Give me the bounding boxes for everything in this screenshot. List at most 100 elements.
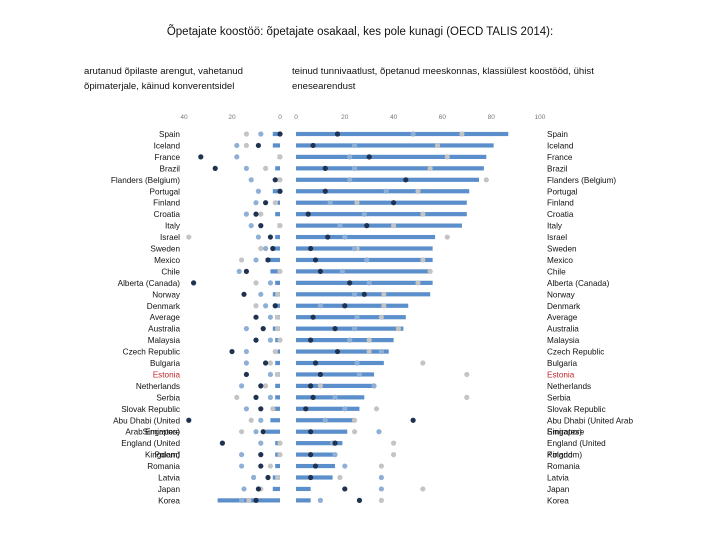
left-category-label: Singapore: [143, 428, 181, 437]
right-dot: [395, 326, 402, 332]
right-dot: [317, 371, 323, 378]
left-category-label: Finland: [153, 199, 180, 208]
left-dot: [267, 371, 273, 378]
right-dot: [334, 348, 341, 355]
left-dot: [258, 211, 264, 217]
left-dot: [277, 268, 283, 274]
right-dot: [317, 303, 323, 309]
left-dot: [267, 280, 273, 286]
left-dot: [243, 165, 249, 171]
right-dot: [371, 383, 377, 389]
right-dot: [364, 257, 370, 263]
right-category-label: Japan: [547, 485, 570, 494]
right-dot: [303, 406, 309, 412]
right-dot: [308, 337, 314, 343]
right-category-label: Malaysia: [547, 336, 580, 345]
right-dot: [312, 257, 319, 263]
right-category-label: Bulgaria: [547, 359, 577, 368]
left-dot: [243, 360, 249, 366]
left-category-label: Italy: [165, 222, 181, 231]
left-dot: [272, 200, 278, 206]
left-dot: [253, 337, 259, 343]
left-dot: [272, 303, 278, 309]
left-dot: [270, 406, 276, 412]
left-dot: [267, 463, 273, 469]
right-bar: [296, 303, 409, 308]
left-category-label: Israel: [160, 233, 180, 242]
left-dot: [263, 303, 269, 309]
right-dot: [420, 360, 426, 366]
left-dot: [253, 394, 259, 400]
left-dot: [234, 154, 240, 160]
right-dot: [373, 406, 380, 412]
right-dot: [334, 131, 341, 137]
left-dot: [198, 154, 204, 160]
left-category-label: Bulgaria: [150, 359, 180, 368]
left-category-label: Estonia: [153, 370, 181, 379]
right-axis-tick-label: 40: [390, 114, 398, 121]
left-category-label: Japan: [158, 485, 181, 494]
left-dot: [263, 165, 269, 171]
right-dot: [444, 234, 450, 240]
right-axis-tick-label: 20: [341, 114, 349, 121]
left-dot: [251, 474, 257, 481]
right-dot: [332, 394, 338, 400]
left-dot: [258, 406, 264, 412]
right-dot: [305, 211, 311, 217]
right-dot: [361, 211, 367, 217]
right-dot: [351, 429, 358, 435]
right-dot: [308, 429, 314, 435]
left-bar: [275, 395, 280, 400]
right-axis-tick-label: 0: [294, 114, 298, 121]
right-dot: [342, 303, 348, 309]
left-dot: [258, 131, 264, 137]
left-category-label: Czech Republic: [123, 348, 180, 357]
right-dot: [378, 474, 384, 481]
left-dot: [243, 211, 249, 217]
left-dot: [258, 452, 264, 458]
right-category-label: Israel: [547, 233, 567, 242]
right-bar: [296, 429, 348, 434]
right-category-label: Australia: [547, 325, 579, 334]
right-dot: [310, 314, 316, 320]
right-dot: [308, 474, 314, 481]
left-dot: [258, 417, 264, 423]
right-bar: [296, 234, 436, 240]
left-dot: [277, 177, 283, 183]
right-dot: [354, 314, 360, 320]
right-category-label: Flanders (Belgium): [547, 176, 616, 185]
left-dot: [248, 177, 254, 183]
right-dot: [351, 417, 358, 423]
left-dot: [246, 497, 252, 503]
left-dot: [239, 257, 245, 263]
left-dot: [265, 257, 271, 263]
right-category-label: Denmark: [547, 302, 581, 311]
right-category-label: Korea: [547, 496, 569, 505]
left-category-label: Malaysia: [148, 336, 181, 345]
left-dot: [263, 200, 269, 206]
left-category-label: Spain: [159, 130, 180, 139]
right-dot: [351, 326, 358, 332]
left-dot: [241, 291, 247, 297]
left-dot: [258, 440, 264, 446]
right-dot: [351, 291, 358, 297]
right-bar: [296, 452, 336, 457]
left-category-label: Australia: [148, 325, 180, 334]
right-panel-subtitle: teinud tunnivaatlust, õpetanud meeskonna…: [292, 66, 594, 92]
right-dot: [378, 463, 384, 469]
left-dot: [267, 394, 273, 400]
right-dot: [403, 177, 409, 183]
right-bar: [296, 154, 487, 159]
left-dot: [253, 200, 259, 206]
right-bar: [296, 223, 462, 228]
right-category-label: Estonia: [547, 370, 575, 379]
left-dot: [243, 268, 249, 274]
left-dot: [253, 211, 259, 217]
left-axis-tick-label: 0: [278, 114, 282, 121]
left-dot: [219, 440, 225, 446]
left-dot: [253, 314, 259, 320]
left-dot: [253, 257, 259, 263]
left-dot: [267, 360, 273, 366]
right-dot: [347, 154, 353, 160]
left-dot: [186, 417, 192, 423]
